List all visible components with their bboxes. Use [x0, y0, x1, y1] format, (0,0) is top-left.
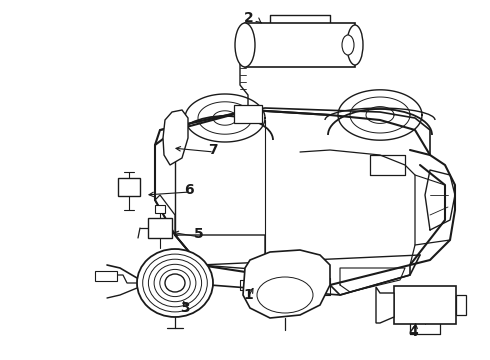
Text: 5: 5	[194, 227, 204, 241]
Text: 6: 6	[184, 183, 194, 197]
Bar	[118, 178, 140, 196]
Bar	[95, 271, 117, 281]
Ellipse shape	[342, 35, 354, 55]
Bar	[234, 105, 262, 123]
Text: 2: 2	[244, 11, 254, 25]
Bar	[456, 295, 466, 315]
Bar	[155, 205, 165, 213]
Ellipse shape	[137, 249, 213, 317]
Ellipse shape	[235, 23, 255, 67]
Bar	[148, 218, 172, 238]
Text: 4: 4	[408, 325, 418, 339]
Text: 7: 7	[208, 143, 218, 157]
Bar	[245, 23, 355, 67]
Text: 3: 3	[180, 301, 190, 315]
Ellipse shape	[165, 274, 185, 292]
Polygon shape	[163, 110, 188, 165]
Polygon shape	[376, 287, 394, 323]
Text: 1: 1	[243, 288, 253, 302]
Polygon shape	[243, 250, 330, 318]
Ellipse shape	[347, 25, 363, 65]
Bar	[394, 286, 456, 324]
